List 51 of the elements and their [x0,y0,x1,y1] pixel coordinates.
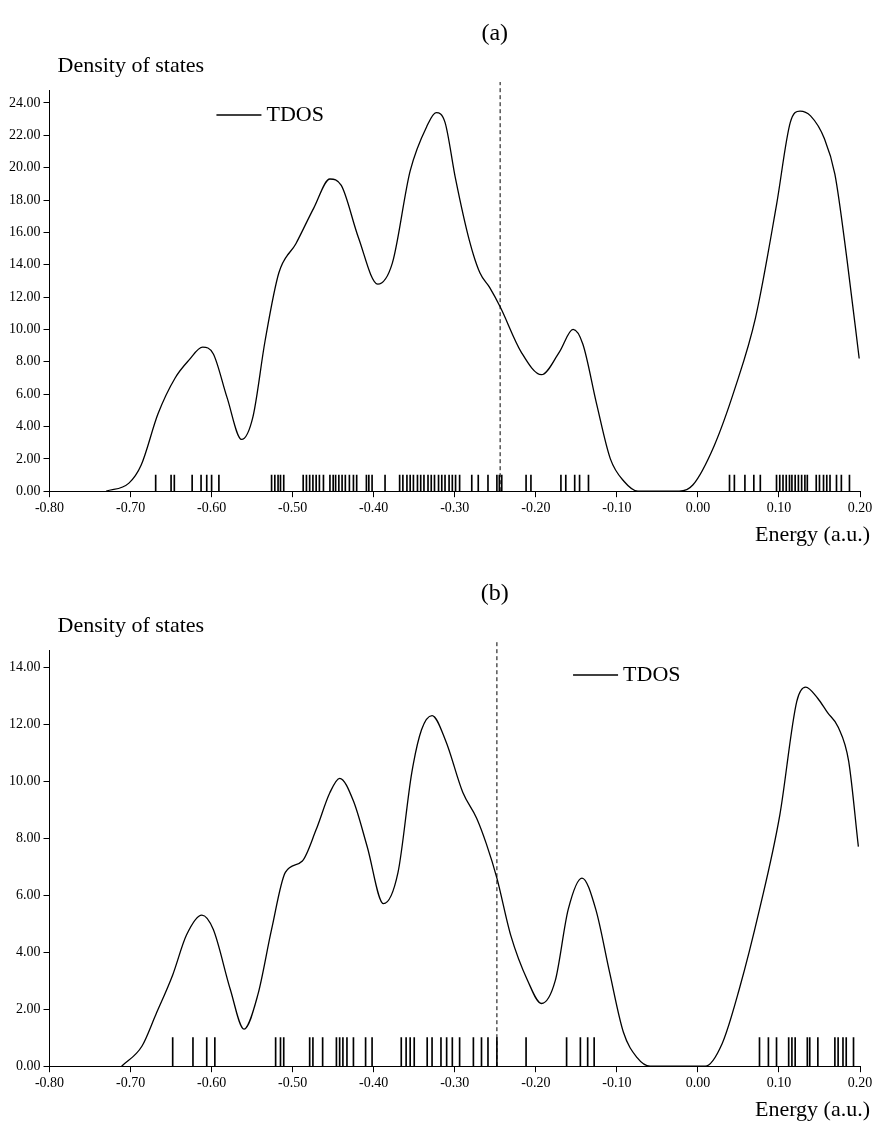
y-tick-label: 0.00 [16,1057,41,1073]
y-tick-label: 8.00 [16,353,41,369]
y-tick-label: 18.00 [9,191,41,207]
y-tick-label: 2.00 [16,1000,41,1016]
y-tick-label: 8.00 [16,829,41,845]
legend-label: TDOS [266,100,324,126]
x-tick-label: 0.00 [685,500,711,516]
x-tick-label: -0.40 [359,1075,389,1091]
x-tick-label: 0.20 [847,500,873,516]
y-tick-label: 2.00 [16,450,41,466]
y-tick-label: 6.00 [16,886,41,902]
y-tick-label: 14.00 [9,658,41,674]
x-tick-label: -0.50 [278,500,308,516]
x-tick-label: -0.50 [278,1075,308,1091]
y-tick-label: 4.00 [16,418,41,434]
x-tick-label: 0.00 [685,1075,711,1091]
y-tick-label: 6.00 [16,385,41,401]
y-tick-label: 22.00 [9,126,41,142]
x-tick-label: -0.10 [602,1075,632,1091]
x-tick-label: -0.20 [521,500,551,516]
x-tick-label: -0.40 [359,500,389,516]
x-axis-title: Energy (a.u.) [754,521,870,547]
x-tick-label: -0.30 [440,500,470,516]
x-tick-label: -0.30 [440,1075,470,1091]
x-tick-label: -0.60 [197,1075,227,1091]
y-tick-label: 20.00 [9,159,41,175]
x-axis-title: Energy (a.u.) [754,1096,870,1122]
y-tick-label: 4.00 [16,943,41,959]
x-tick-label: -0.20 [521,1075,551,1091]
y-tick-label: 16.00 [9,224,41,240]
y-tick-label: 10.00 [9,772,41,788]
y-tick-label: 14.00 [9,256,41,272]
chart-title: (b) [480,579,509,605]
x-tick-label: -0.60 [197,500,227,516]
y-tick-label: 10.00 [9,321,41,337]
x-tick-label: 0.10 [766,1075,792,1091]
y-axis-title: Density of states [57,612,205,637]
x-tick-label: 0.10 [766,500,792,516]
y-tick-label: 12.00 [9,715,41,731]
legend-label: TDOS [623,660,681,686]
y-axis-title: Density of states [57,52,205,77]
x-tick-label: -0.70 [115,1075,146,1091]
x-tick-label: -0.70 [115,500,146,516]
y-tick-label: 24.00 [9,94,41,110]
y-tick-label: 12.00 [9,288,41,304]
x-tick-label: -0.10 [602,500,632,516]
x-tick-label: 0.20 [847,1075,873,1091]
x-tick-label: -0.80 [34,500,65,516]
y-tick-label: 0.00 [16,482,41,498]
x-tick-label: -0.80 [34,1075,65,1091]
chart-title: (a) [481,19,509,45]
